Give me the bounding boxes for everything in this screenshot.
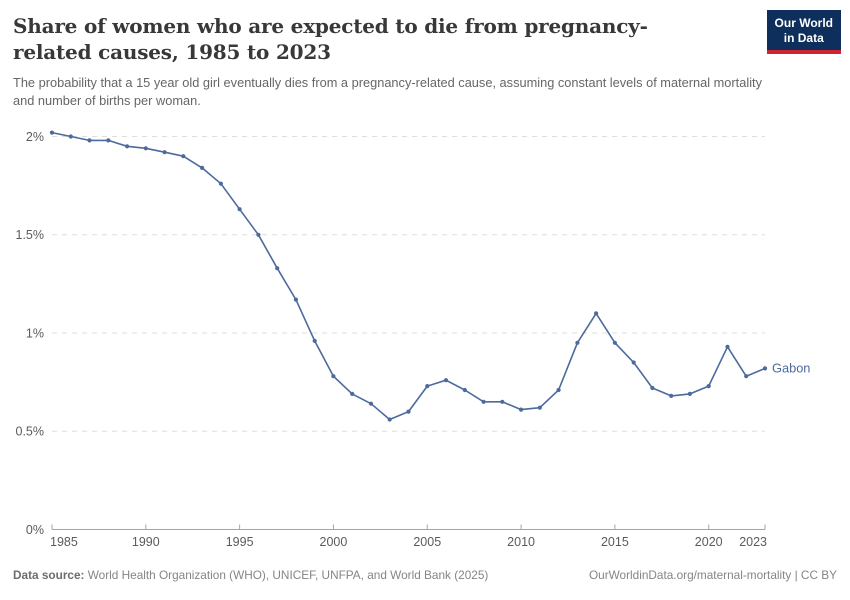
data-point[interactable]: [181, 154, 186, 159]
data-point[interactable]: [293, 297, 298, 302]
data-point[interactable]: [312, 338, 317, 343]
attribution-link[interactable]: OurWorldinData.org/maternal-mortality | …: [588, 568, 837, 582]
data-point[interactable]: [275, 266, 280, 271]
owid-logo-line1: Our World: [774, 16, 833, 30]
y-axis-tick-label: 0%: [26, 523, 44, 537]
data-source-note: Data source: World Health Organization (…: [13, 568, 488, 582]
data-point[interactable]: [556, 387, 561, 393]
data-point[interactable]: [106, 138, 111, 143]
x-axis-tick-label: 2023: [739, 535, 767, 549]
data-point[interactable]: [481, 399, 486, 404]
data-point[interactable]: [200, 165, 205, 170]
data-point[interactable]: [162, 150, 167, 155]
series-line[interactable]: [51, 131, 766, 421]
data-point[interactable]: [425, 384, 430, 389]
data-point[interactable]: [387, 417, 392, 422]
data-point[interactable]: [237, 207, 242, 212]
data-point[interactable]: [256, 232, 261, 237]
x-axis-tick-label: 1995: [226, 535, 254, 549]
owid-logo[interactable]: Our World in Data: [766, 10, 841, 54]
data-point[interactable]: [631, 360, 636, 365]
data-point[interactable]: [368, 401, 374, 406]
data-point[interactable]: [706, 384, 711, 389]
chart-header: Share of women who are expected to die f…: [13, 13, 833, 110]
x-axis-tick-label: 2015: [601, 535, 629, 549]
x-axis-tick-label: 2005: [413, 535, 441, 549]
data-point[interactable]: [87, 138, 92, 143]
data-point[interactable]: [331, 374, 336, 379]
data-point[interactable]: [650, 385, 655, 391]
data-point[interactable]: [125, 144, 130, 149]
x-axis-tick-label: 2020: [695, 535, 723, 549]
data-point[interactable]: [744, 374, 749, 379]
data-point[interactable]: [462, 387, 467, 393]
x-axis-tick-label: 2000: [320, 535, 348, 549]
data-point[interactable]: [537, 405, 542, 410]
data-point[interactable]: [143, 146, 148, 151]
page-title: Share of women who are expected to die f…: [13, 14, 648, 64]
data-point[interactable]: [49, 130, 55, 135]
data-point[interactable]: [218, 181, 223, 186]
data-point[interactable]: [725, 344, 730, 349]
data-point[interactable]: [575, 340, 580, 345]
data-point[interactable]: [762, 366, 768, 371]
x-axis-tick-label: 1990: [132, 535, 160, 549]
chart-footer: Data source: World Health Organization (…: [13, 568, 837, 582]
data-point[interactable]: [500, 399, 505, 404]
data-point[interactable]: [594, 311, 599, 316]
x-axis-tick-label: 1985: [50, 535, 78, 549]
data-point[interactable]: [443, 378, 449, 383]
data-point[interactable]: [612, 340, 618, 345]
data-source-text: World Health Organization (WHO), UNICEF,…: [87, 568, 489, 582]
data-point[interactable]: [519, 407, 524, 412]
data-source-label: Data source:: [13, 568, 85, 582]
page-subtitle: The probability that a 15 year old girl …: [13, 75, 762, 109]
y-axis-tick-label: 0.5%: [16, 425, 45, 439]
data-point[interactable]: [68, 134, 73, 139]
y-axis-tick-label: 1%: [26, 326, 44, 340]
y-axis-tick-label: 2%: [26, 130, 44, 144]
data-point[interactable]: [687, 391, 693, 396]
y-axis-tick-label: 1.5%: [16, 228, 45, 242]
data-point[interactable]: [350, 391, 355, 396]
owid-logo-line2: in Data: [783, 31, 824, 45]
x-axis-tick-label: 2010: [507, 535, 535, 549]
data-point[interactable]: [669, 393, 674, 398]
series-end-label[interactable]: Gabon: [772, 361, 810, 376]
data-point[interactable]: [406, 409, 411, 414]
